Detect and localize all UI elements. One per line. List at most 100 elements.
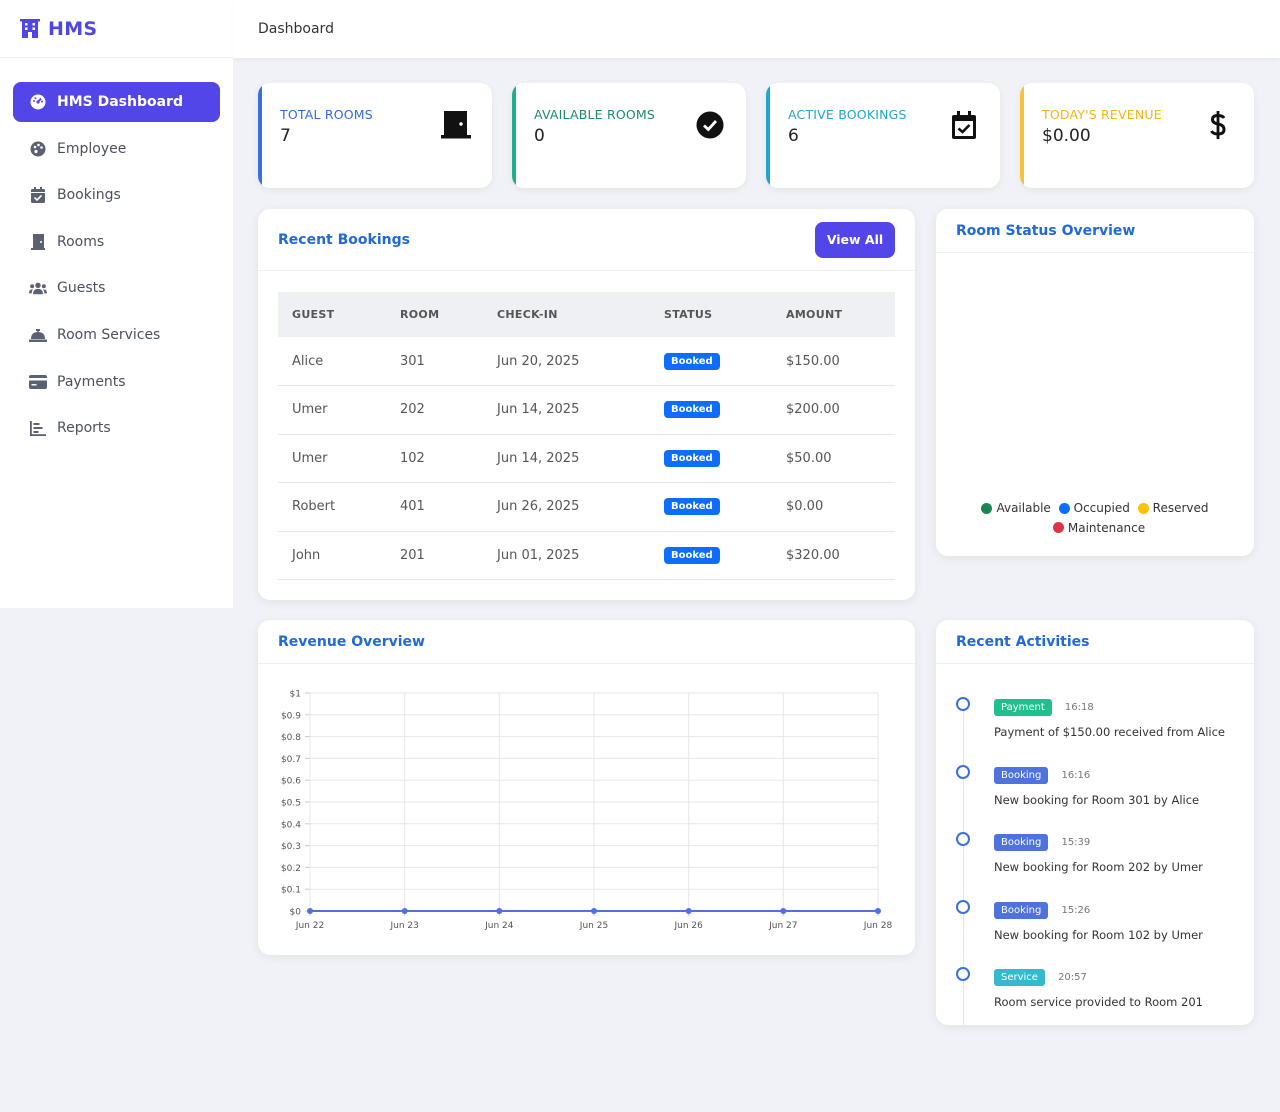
- sidebar-item-payments[interactable]: Payments: [13, 362, 220, 402]
- table-row[interactable]: Robert 401 Jun 26, 2025 Booked $0.00: [278, 482, 895, 532]
- y-tick-label: $0: [290, 908, 302, 918]
- sidebar-item-reports[interactable]: Reports: [13, 408, 220, 448]
- timeline-marker: [956, 697, 970, 711]
- activity-tag: Booking: [994, 834, 1049, 851]
- activity-item: Service 20:57 Room service provided to R…: [956, 952, 1234, 1020]
- status-badge: Booked: [664, 449, 720, 467]
- checkin-cell: Jun 14, 2025: [483, 385, 650, 435]
- sidebar-item-label: HMS Dashboard: [57, 94, 183, 110]
- credit-card-icon: [29, 373, 47, 391]
- column-header[interactable]: GUEST: [292, 308, 335, 321]
- concierge-bell-icon: [29, 326, 47, 344]
- revenue-panel: Revenue Overview $0 $0.1 $0.2 $0.3 $0.4 $0.5 $…: [258, 620, 915, 955]
- room-status-panel: Room Status Overview Available Occupied …: [936, 209, 1254, 556]
- sidebar-item-hms-dashboard[interactable]: HMS Dashboard: [13, 82, 220, 122]
- activity-tag: Booking: [994, 766, 1049, 784]
- table-row[interactable]: Alice 301 Jun 20, 2025 Booked $150.00: [278, 337, 895, 386]
- x-tick-label: Jun 23: [389, 921, 418, 931]
- activity-time: 15:26: [1061, 904, 1091, 916]
- activity-text: New booking for Room 102 by Umer: [994, 927, 1203, 942]
- brand[interactable]: HMS: [0, 0, 233, 58]
- legend-item-occupied[interactable]: Occupied: [1058, 499, 1130, 517]
- activity-text: New booking for Room 301 by Alice: [994, 792, 1200, 807]
- panel-title: Revenue Overview: [278, 633, 425, 650]
- topbar: Dashboard: [233, 0, 1280, 58]
- panel-header: Revenue Overview: [258, 620, 915, 664]
- legend-item-reserved[interactable]: Reserved: [1137, 499, 1209, 517]
- activity-tag: Service: [994, 969, 1045, 986]
- y-tick-label: $0.7: [281, 755, 301, 765]
- stat-value: 0: [534, 126, 545, 146]
- x-tick-label: Jun 28: [863, 921, 893, 931]
- y-tick-label: $0.6: [281, 777, 301, 787]
- stat-card-todays-revenue: TODAY'S REVENUE $0.00: [1020, 83, 1254, 188]
- table-row[interactable]: Umer 202 Jun 14, 2025 Booked $200.00: [278, 385, 895, 435]
- panel-header: Recent Activities: [936, 620, 1254, 664]
- amount-cell: $200.00: [772, 385, 895, 435]
- data-point: [591, 908, 597, 914]
- sidebar-item-rooms[interactable]: Rooms: [13, 222, 220, 262]
- calendar-check-icon: [29, 186, 47, 204]
- dollar-icon: [1202, 109, 1234, 141]
- sidebar-item-guests[interactable]: Guests: [13, 268, 220, 308]
- activity-time: 20:57: [1058, 972, 1087, 983]
- activity-tag: Payment: [994, 699, 1052, 716]
- amount-cell: $150.00: [772, 337, 895, 386]
- panel-title: Room Status Overview: [956, 222, 1136, 239]
- legend-swatch: [981, 502, 993, 514]
- legend-label: Maintenance: [1067, 520, 1146, 535]
- amount-cell: $0.00: [772, 482, 895, 532]
- y-tick-label: $0.3: [281, 842, 301, 852]
- bookings-table: GUEST ROOM CHECK-IN STATUS AMOUNT Alice …: [278, 292, 895, 580]
- panel-header: Recent Bookings View All: [258, 209, 915, 271]
- checkin-cell: Jun 14, 2025: [483, 434, 650, 483]
- stat-label: TODAY'S REVENUE: [1042, 107, 1162, 122]
- column-header[interactable]: STATUS: [664, 308, 713, 321]
- legend-label: Available: [996, 501, 1051, 515]
- column-header[interactable]: ROOM: [400, 308, 440, 321]
- status-cell: Booked: [650, 337, 772, 386]
- status-cell: Booked: [650, 434, 772, 483]
- check-circle-icon: [694, 109, 726, 141]
- x-tick-label: Jun 26: [673, 921, 703, 931]
- activity-time: 16:18: [1064, 702, 1094, 713]
- stat-value: 7: [280, 126, 291, 146]
- room-cell: 102: [386, 434, 483, 483]
- column-header[interactable]: CHECK-IN: [497, 308, 558, 321]
- legend-item-available[interactable]: Available: [981, 499, 1051, 517]
- sidebar-item-employee[interactable]: Employee: [13, 129, 220, 169]
- hotel-icon: [20, 18, 40, 38]
- legend-item-maintenance[interactable]: Maintenance: [1045, 519, 1145, 537]
- activity-time: 15:39: [1061, 837, 1091, 848]
- table-row[interactable]: Umer 102 Jun 14, 2025 Booked $50.00: [278, 434, 895, 483]
- x-tick-label: Jun 24: [484, 921, 514, 931]
- recent-bookings-panel: Recent Bookings View All GUEST ROOM CHEC…: [258, 209, 915, 600]
- data-point: [307, 908, 313, 914]
- status-badge: Booked: [664, 401, 720, 419]
- timeline-marker: [956, 967, 970, 981]
- y-tick-label: $1: [290, 690, 301, 700]
- table-row[interactable]: John 201 Jun 01, 2025 Booked $320.00: [278, 531, 895, 580]
- activity-text: Room service provided to Room 201: [994, 995, 1203, 1009]
- guest-cell: John: [278, 531, 386, 580]
- y-tick-label: $0.5: [281, 799, 301, 809]
- stat-value: $0.00: [1042, 126, 1091, 146]
- activity-item: Booking 15:39 New booking for Room 202 b…: [956, 817, 1234, 885]
- panel-title: Recent Bookings: [278, 231, 410, 248]
- sidebar-item-bookings[interactable]: Bookings: [13, 175, 220, 215]
- timeline-marker: [956, 899, 970, 914]
- timeline-line: [963, 702, 964, 1025]
- panel-title: Recent Activities: [956, 633, 1090, 650]
- stat-card-available-rooms: AVAILABLE ROOMS 0: [512, 83, 746, 188]
- sidebar-item-room-services[interactable]: Room Services: [13, 315, 220, 355]
- data-point: [875, 908, 881, 914]
- view-all-button[interactable]: View All: [815, 221, 895, 258]
- stat-label: ACTIVE BOOKINGS: [788, 107, 907, 122]
- calendar-check-icon: [948, 109, 980, 141]
- room-cell: 401: [386, 482, 483, 532]
- room-cell: 301: [386, 337, 483, 386]
- legend-swatch: [1052, 522, 1064, 533]
- sidebar-nav: HMS Dashboard Employee Bookings Rooms Gu…: [0, 58, 233, 448]
- users-icon: [29, 279, 47, 297]
- column-header[interactable]: AMOUNT: [786, 308, 843, 321]
